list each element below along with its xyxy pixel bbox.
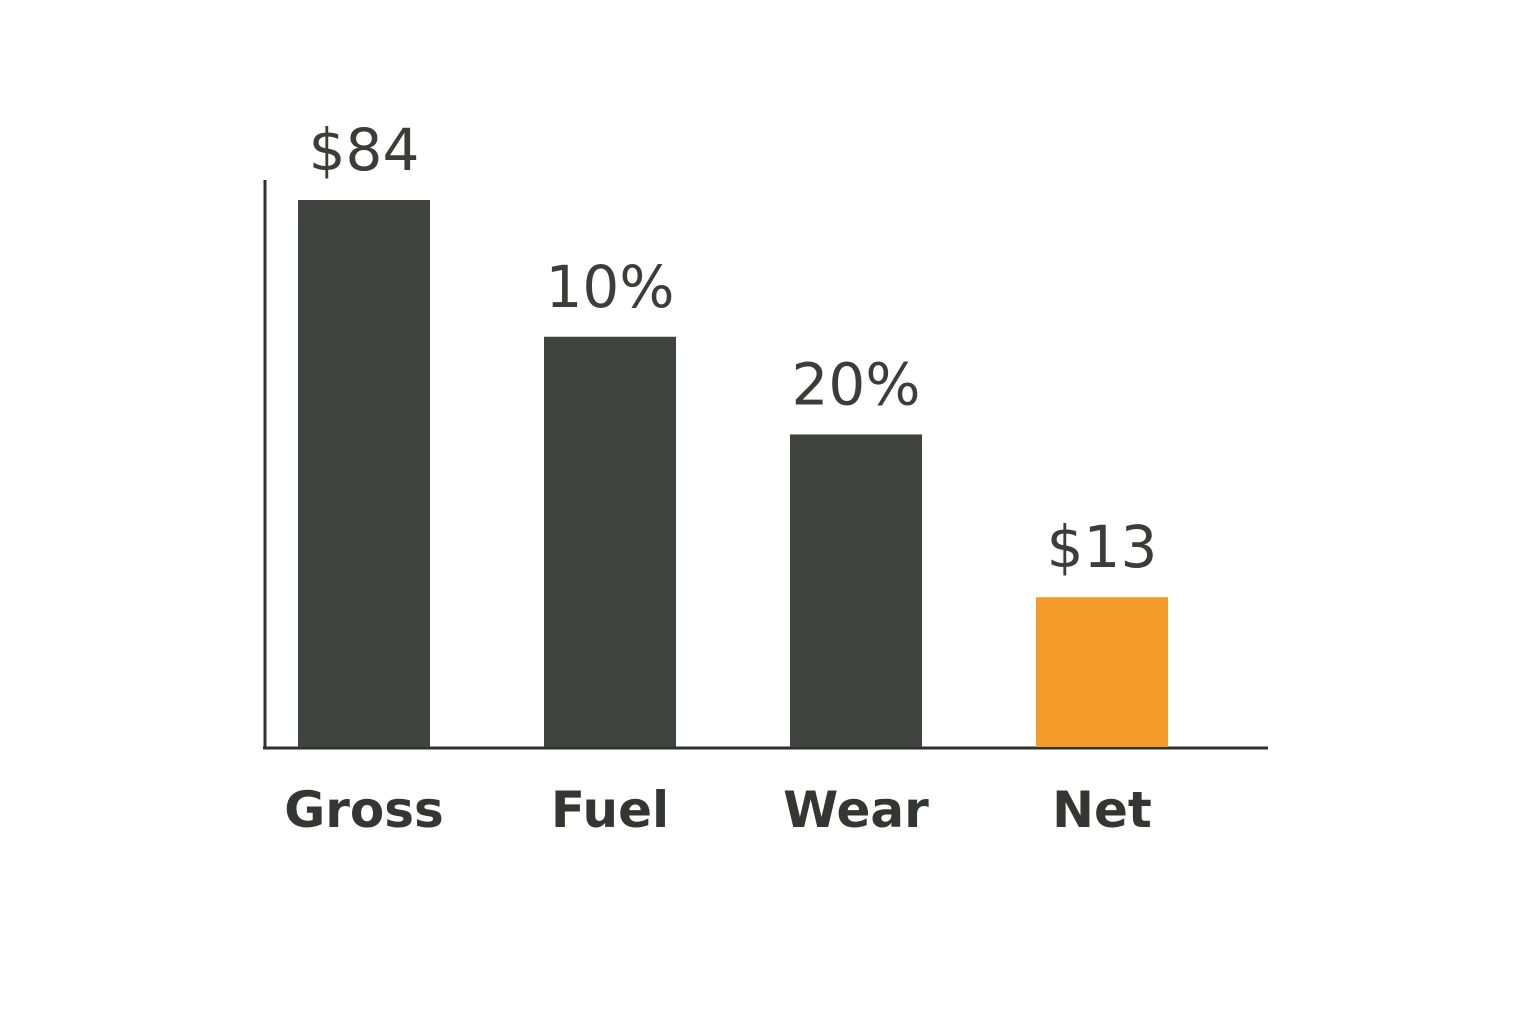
data-label-net: $13 [1047,513,1158,581]
category-labels-group: Gross Fuel Wear Net [284,781,1152,839]
bar-fuel [544,336,676,747]
category-label-fuel: Fuel [551,781,669,839]
data-label-gross: $84 [309,116,420,184]
bars-group [298,200,1168,747]
bar-wear [790,434,922,747]
bar-gross [298,200,430,747]
category-label-gross: Gross [284,781,444,839]
bar-net [1036,597,1168,747]
data-label-wear: 20% [792,350,921,418]
data-label-fuel: 10% [546,253,675,321]
category-label-net: Net [1052,781,1152,839]
category-label-wear: Wear [783,781,929,839]
value-labels-group: $84 10% 20% $13 [309,116,1158,581]
